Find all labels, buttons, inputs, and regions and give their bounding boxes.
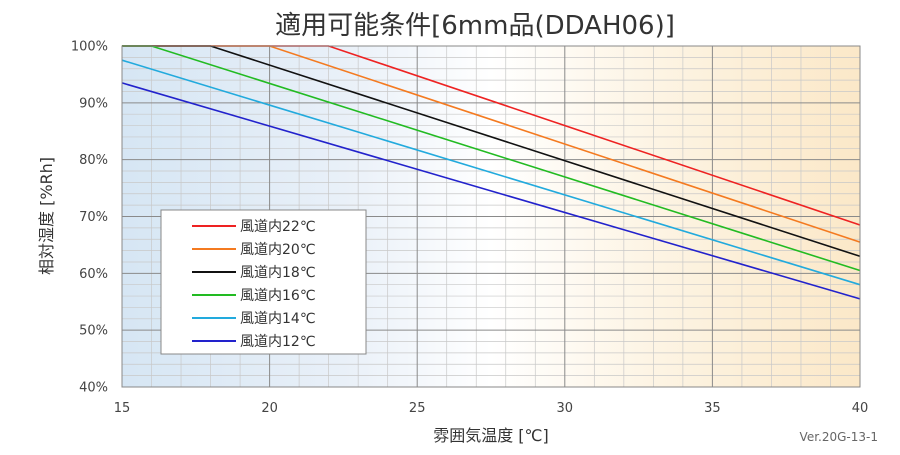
- chart-title: 適用可能条件[6mm品(DDAH06)]: [275, 11, 675, 41]
- legend-label: 風道内18℃: [240, 265, 316, 281]
- y-tick-label: 80%: [79, 153, 108, 168]
- version-label: Ver.20G-13-1: [800, 430, 878, 444]
- x-tick-label: 25: [409, 401, 426, 416]
- series-line: [121, 59, 861, 286]
- y-tick-label: 60%: [79, 267, 108, 282]
- y-tick-label: 70%: [79, 210, 108, 225]
- x-tick-label: 40: [852, 401, 869, 416]
- y-tick-label: 40%: [79, 381, 108, 396]
- x-axis-label: 雰囲気温度 [℃]: [433, 426, 549, 445]
- x-tick-label: 35: [704, 401, 721, 416]
- legend-box: [160, 209, 367, 355]
- y-axis-ticks: 40% 50% 60% 70% 80% 90% 100%: [71, 40, 108, 396]
- legend: 風道内22℃ 風道内20℃ 風道内18℃ 風道内16℃ 風道内14℃ 風道内12℃: [160, 209, 367, 355]
- x-axis-ticks: 15 20 25 30 35 40: [114, 401, 869, 416]
- plot-border: [121, 45, 861, 388]
- x-tick-label: 30: [557, 401, 574, 416]
- x-tick-label: 15: [114, 401, 131, 416]
- y-tick-label: 100%: [71, 40, 108, 55]
- x-tick-label: 20: [261, 401, 278, 416]
- legend-label: 風道内12℃: [240, 334, 316, 350]
- legend-label: 風道内22℃: [240, 219, 316, 235]
- legend-label: 風道内14℃: [240, 311, 316, 327]
- y-tick-label: 50%: [79, 324, 108, 339]
- y-tick-label: 90%: [79, 96, 108, 111]
- y-axis-label: 相対湿度 [%Rh]: [37, 157, 56, 275]
- legend-label: 風道内16℃: [240, 288, 316, 304]
- legend-label: 風道内20℃: [240, 242, 316, 258]
- series-line: [121, 82, 861, 300]
